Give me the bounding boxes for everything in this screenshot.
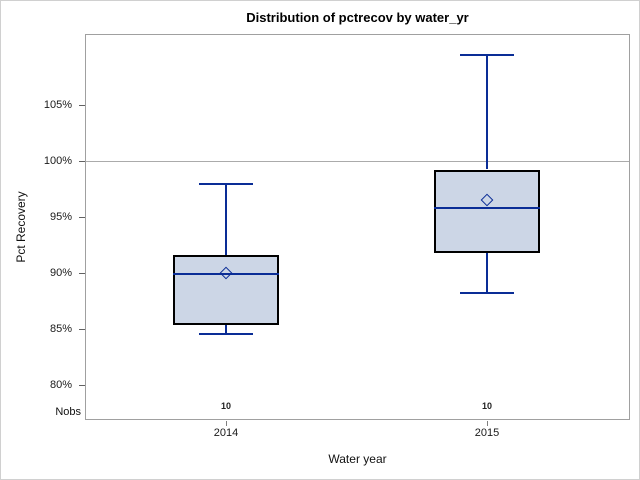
nobs-row-label: Nobs [55,406,81,418]
nobs-value: 10 [220,401,231,411]
x-tick-mark [226,421,227,426]
x-tick-label: 2015 [474,427,500,439]
plot-area [85,34,630,420]
y-tick-label: 95% [49,211,72,223]
median-line [173,273,279,275]
y-tick-mark [79,105,85,106]
whisker-upper-line [486,55,488,169]
y-tick-label: 105% [43,99,72,111]
y-tick-label: 100% [43,155,72,167]
whisker-lower-cap [460,292,514,294]
x-tick-label: 2014 [213,427,239,439]
y-tick-mark [79,385,85,386]
y-tick-label: 80% [49,379,72,391]
y-tick-mark [79,329,85,330]
y-tick-mark [79,273,85,274]
median-line [434,207,540,209]
y-tick-label: 85% [49,323,72,335]
y-tick-label: 90% [49,267,72,279]
whisker-upper-cap [199,183,253,185]
x-tick-mark [487,421,488,426]
y-tick-mark [79,217,85,218]
whisker-lower-line [486,253,488,293]
reference-line [86,161,629,162]
whisker-lower-line [225,325,227,334]
whisker-upper-line [225,184,227,255]
whisker-lower-cap [199,333,253,335]
x-axis-title: Water year [328,452,387,466]
box-iqr [434,170,540,253]
box-iqr [173,255,279,325]
y-tick-mark [79,161,85,162]
nobs-value: 10 [481,401,492,411]
y-axis-title: Pct Recovery [14,191,28,263]
whisker-upper-cap [460,54,514,56]
chart-title: Distribution of pctrecov by water_yr [246,10,469,25]
